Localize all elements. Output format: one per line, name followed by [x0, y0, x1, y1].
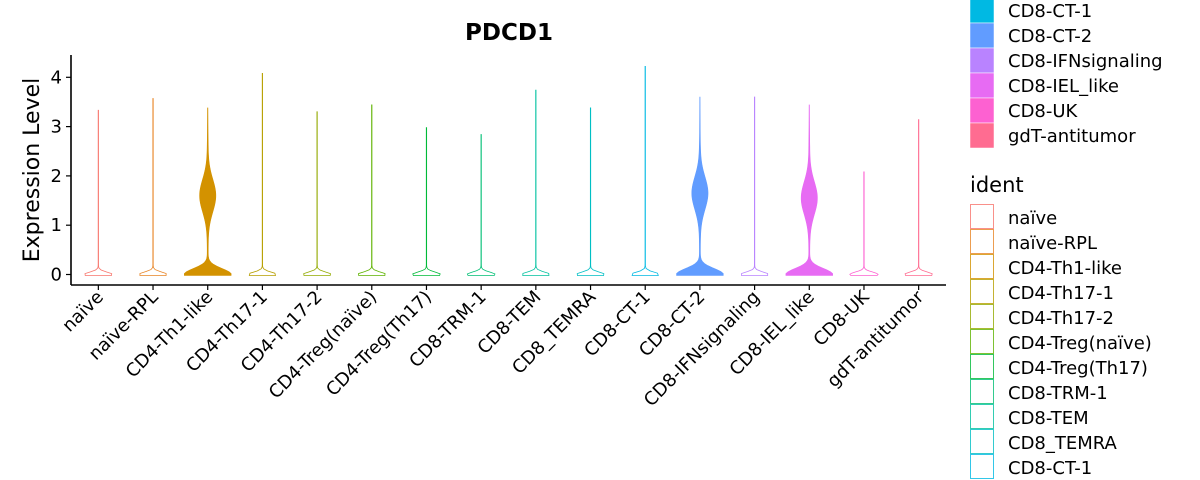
violin-11 — [676, 96, 724, 276]
legend-key — [970, 279, 994, 304]
y-tick-label: 4 — [51, 67, 62, 88]
y-axis-label: Expression Level — [20, 78, 45, 263]
legend-label: CD8-IEL_like — [1008, 76, 1119, 97]
legend-label: CD8-IFNsignaling — [1008, 51, 1163, 72]
violin-13 — [785, 104, 833, 276]
legend-label: naïve-RPL — [1008, 233, 1097, 254]
legend-key — [970, 329, 994, 354]
legend-key — [970, 254, 994, 279]
legend-label: CD4-Th1-like — [1008, 258, 1122, 279]
violin-15 — [904, 119, 933, 276]
legend-key — [969, 22, 995, 49]
violin-5 — [358, 104, 386, 276]
violin-4 — [303, 111, 331, 276]
y-tick-label: 2 — [51, 166, 62, 187]
y-axis: 0 1 2 3 4 — [51, 55, 72, 286]
chart-title: PDCD1 — [465, 20, 553, 46]
legend-key — [969, 47, 995, 74]
legend-label: CD4-Th17-2 — [1008, 308, 1114, 329]
y-tick-label: 3 — [51, 117, 62, 138]
violin-14 — [849, 171, 879, 276]
legend-label: CD8-TRM-1 — [1008, 383, 1108, 404]
legend-key — [970, 229, 994, 254]
legend-key — [970, 204, 994, 229]
violin-6 — [412, 127, 441, 276]
legend-key — [970, 304, 994, 329]
legend-key — [969, 97, 995, 124]
legend: ident CD8-CT-1 CD8-CT-2 CD8-IFNsignaling CD… — [969, 0, 1163, 479]
legend-title: ident — [970, 173, 1024, 197]
legend-label: CD4-Treg(naïve) — [1008, 333, 1152, 354]
legend-key — [970, 404, 994, 429]
legend-key — [969, 72, 995, 99]
violin-2 — [183, 107, 232, 276]
legend-label: CD8-CT-1 — [1008, 458, 1092, 479]
x-axis: naïvenaïve-RPLCD4-Th1-likeCD4-Th17-1CD4-… — [58, 284, 946, 411]
legend-label: CD8-TEM — [1008, 408, 1089, 429]
violin-0 — [84, 109, 113, 276]
violin-8 — [522, 89, 550, 276]
legend-label: naïve — [1008, 208, 1057, 229]
plot-area — [84, 66, 933, 276]
violin-7 — [466, 134, 496, 276]
legend-key — [970, 354, 994, 379]
violin-1 — [139, 98, 167, 276]
legend-label: CD4-Treg(Th17) — [1008, 358, 1148, 379]
legend-label: CD8-CT-2 — [1008, 26, 1092, 47]
legend-label: gdT-antitumor — [1008, 126, 1136, 147]
legend-key — [969, 122, 995, 149]
violin-12 — [741, 96, 769, 276]
legend-label: CD8-UK — [1008, 101, 1079, 122]
y-tick-label: 1 — [51, 215, 62, 236]
legend-label: CD8_TEMRA — [1008, 433, 1118, 454]
violin-3 — [248, 72, 277, 276]
violin-9 — [576, 107, 605, 276]
x-tick-label: gdT-antitumor — [823, 286, 928, 391]
legend-key — [969, 0, 995, 24]
legend-label: CD8-CT-1 — [1008, 1, 1092, 22]
y-tick-label: 0 — [51, 265, 62, 286]
x-tick-label: naïve — [58, 287, 108, 337]
legend-key — [970, 429, 994, 454]
legend-key — [970, 454, 994, 479]
violin-10 — [631, 66, 659, 276]
legend-key — [970, 379, 994, 404]
legend-label: CD4-Th17-1 — [1008, 283, 1114, 304]
